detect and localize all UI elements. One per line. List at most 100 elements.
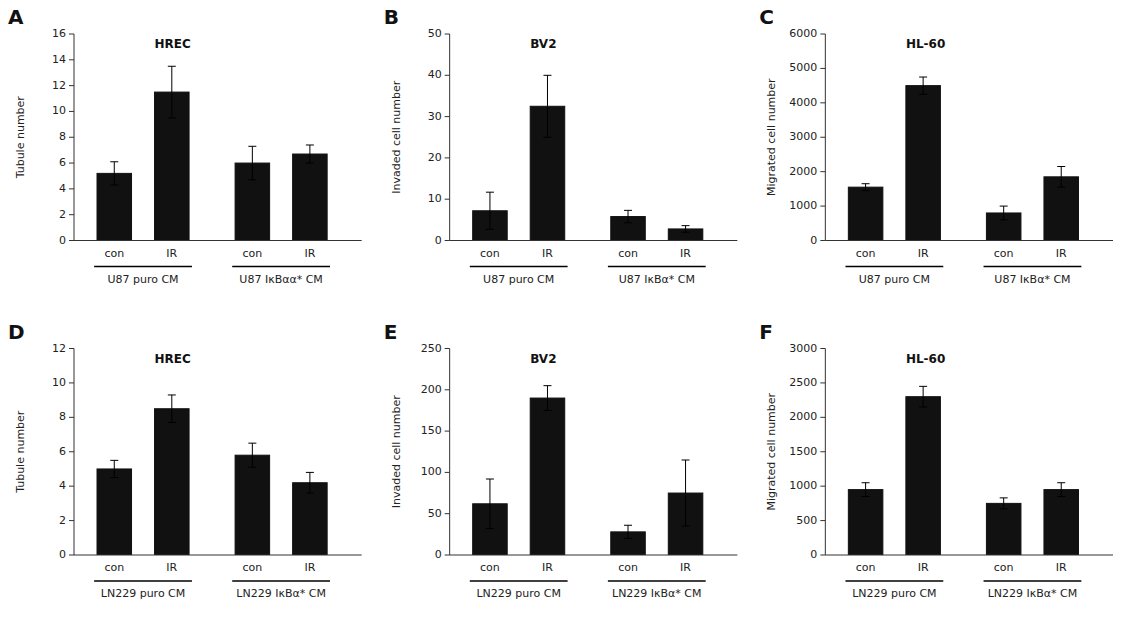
category-label: IR [304,247,315,260]
y-tick [445,348,450,349]
category-label: con [242,247,262,260]
y-tick-label: 0 [435,548,442,561]
y-tick-label: 250 [421,342,442,355]
y-tick [69,240,74,241]
y-tick-label: 100 [421,465,442,478]
y-tick [69,111,74,112]
y-tick [69,188,74,189]
panel: 050100150200250conIRconIRLN229 puro CMLN… [384,320,738,601]
y-tick-label: 8 [59,130,66,143]
y-tick [69,348,74,349]
category-label: IR [166,247,177,260]
bar [848,187,883,240]
y-tick [445,75,450,76]
group-label: U87 IκBα* CM [619,273,695,286]
y-axis-label: Invaded cell number [390,80,403,194]
y-tick-label: 30 [428,110,442,123]
group-label: U87 IκBα* CM [994,273,1070,286]
marks [473,75,703,240]
category-label: con [856,561,876,574]
error-bar [1057,167,1065,188]
y-axis [449,349,450,556]
group-bracket [845,266,943,268]
y-tick-label: 8 [59,410,66,423]
error-bar [1057,483,1065,497]
y-tick-label: 10 [428,192,442,205]
y-tick [820,34,825,35]
panel: 050010001500200025003000conIRconIRLN229 … [759,320,1113,601]
panel-label: E [384,320,398,344]
y-tick-label: 2500 [789,376,817,389]
y-tick-label: 16 [52,27,66,40]
y-tick-label: 2000 [789,165,817,178]
y-tick [69,555,74,556]
y-tick [69,520,74,521]
group-label: U87 IκBαα* CM [239,273,323,286]
y-tick-label: 500 [796,514,817,527]
category-label: IR [680,247,691,260]
bar [1044,490,1079,555]
group-bracket [608,266,706,268]
y-tick [69,137,74,138]
y-tick-label: 50 [428,507,442,520]
error-bar [486,479,494,529]
y-tick-label: 12 [52,342,66,355]
group-bracket [232,266,330,268]
y-tick [69,486,74,487]
y-tick-label: 4 [59,182,66,195]
y-tick-label: 6 [59,445,66,458]
error-bar [682,460,690,526]
error-bar [110,460,118,477]
y-tick-label: 2 [59,208,66,221]
figure: 0246810121416conIRconIRU87 puro CMU87 Iκ… [0,0,1127,629]
x-axis [74,240,362,241]
y-tick [820,417,825,418]
y-tick [820,102,825,103]
error-bar [306,145,314,163]
cell-type-label: HREC [155,352,191,366]
y-tick-label: 6 [59,156,66,169]
y-tick [820,451,825,452]
y-tick-label: 10 [52,104,66,117]
y-tick-label: 1000 [789,479,817,492]
group-bracket [232,580,330,582]
y-axis-label: Migrated cell number [765,78,778,196]
y-tick [69,59,74,60]
error-bar [248,443,256,467]
error-bar [168,395,176,423]
group-label: LN229 puro CM [101,587,185,600]
category-label: con [994,247,1014,260]
error-bar [306,472,314,493]
y-tick [69,163,74,164]
y-tick-label: 200 [421,383,442,396]
y-tick [445,157,450,158]
panel-label: F [759,320,773,344]
y-tick-label: 6000 [789,27,817,40]
panel: 024681012conIRconIRLN229 puro CMLN229 Iκ… [8,320,362,601]
y-tick [445,389,450,390]
group-bracket [845,580,943,582]
cell-type-label: HL-60 [906,37,945,51]
bar [986,503,1021,555]
bar [293,154,328,240]
error-bar [919,386,927,407]
group-label: LN229 IκBα* CM [612,587,702,600]
marks [848,386,1078,555]
y-axis [825,34,826,241]
bar [155,409,190,555]
y-axis [449,34,450,241]
y-axis-label: Invaded cell number [390,395,403,509]
error-bar [624,210,632,222]
error-bar [248,146,256,180]
category-label: con [242,561,262,574]
bar [293,483,328,555]
y-axis [74,34,75,241]
group-label: U87 puro CM [483,273,554,286]
error-bar [168,66,176,118]
error-bar [486,192,494,229]
y-tick [69,34,74,35]
y-tick [69,382,74,383]
y-tick-label: 150 [421,424,442,437]
y-tick [445,513,450,514]
cell-type-label: HREC [155,37,191,51]
